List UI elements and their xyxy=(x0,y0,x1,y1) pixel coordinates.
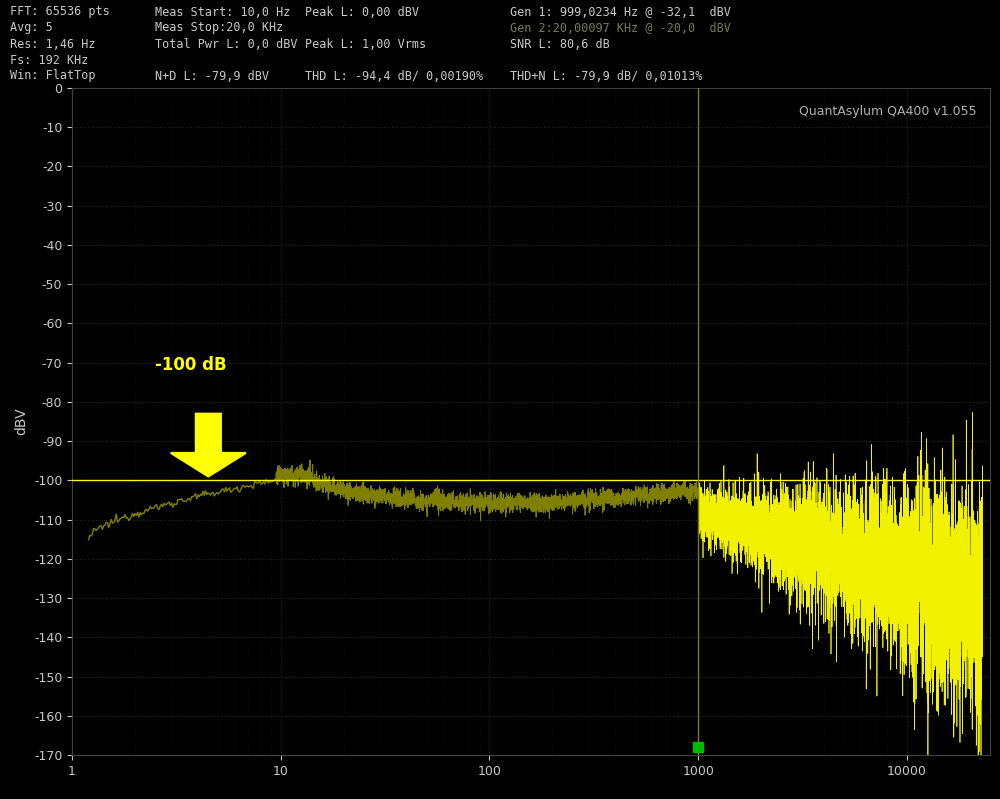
Text: Peak L: 1,00 Vrms: Peak L: 1,00 Vrms xyxy=(305,38,426,50)
Text: SNR L: 80,6 dB: SNR L: 80,6 dB xyxy=(510,38,610,50)
Text: Avg: 5: Avg: 5 xyxy=(10,22,53,34)
Text: Peak L: 0,00 dBV: Peak L: 0,00 dBV xyxy=(305,6,419,18)
Text: Meas Stop:20,0 KHz: Meas Stop:20,0 KHz xyxy=(155,22,283,34)
Text: THD+N L: -79,9 dB/ 0,01013%: THD+N L: -79,9 dB/ 0,01013% xyxy=(510,70,702,82)
Text: Meas Start: 10,0 Hz: Meas Start: 10,0 Hz xyxy=(155,6,290,18)
Polygon shape xyxy=(171,414,246,476)
Text: QuantAsylum QA400 v1.055: QuantAsylum QA400 v1.055 xyxy=(799,105,976,117)
Y-axis label: dBV: dBV xyxy=(14,407,28,435)
Text: Fs: 192 KHz: Fs: 192 KHz xyxy=(10,54,88,66)
Text: THD L: -94,4 dB/ 0,00190%: THD L: -94,4 dB/ 0,00190% xyxy=(305,70,483,82)
Text: Gen 2:20,00097 KHz @ -20,0  dBV: Gen 2:20,00097 KHz @ -20,0 dBV xyxy=(510,22,731,34)
Text: -100 dB: -100 dB xyxy=(155,356,227,375)
Text: Win: FlatTop: Win: FlatTop xyxy=(10,70,96,82)
Text: Gen 1: 999,0234 Hz @ -32,1  dBV: Gen 1: 999,0234 Hz @ -32,1 dBV xyxy=(510,6,731,18)
Text: Res: 1,46 Hz: Res: 1,46 Hz xyxy=(10,38,96,50)
Text: FFT: 65536 pts: FFT: 65536 pts xyxy=(10,6,110,18)
Text: N+D L: -79,9 dBV: N+D L: -79,9 dBV xyxy=(155,70,269,82)
Text: Total Pwr L: 0,0 dBV: Total Pwr L: 0,0 dBV xyxy=(155,38,298,50)
